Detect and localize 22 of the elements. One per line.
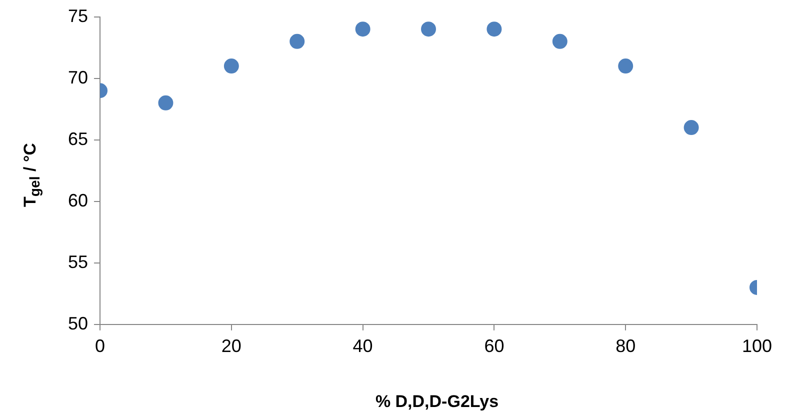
y-tick-label: 50 <box>68 313 88 334</box>
x-tick-label: 40 <box>352 336 373 356</box>
x-tick-label: 100 <box>742 336 772 356</box>
y-tick-label: 60 <box>68 190 88 210</box>
point <box>552 34 568 49</box>
x-tick-label: 80 <box>616 336 636 356</box>
y-tick-label: 55 <box>68 252 88 272</box>
point <box>684 120 699 136</box>
x-tick-label: 20 <box>221 336 242 356</box>
point <box>290 34 305 49</box>
point <box>224 58 239 74</box>
point <box>355 22 370 37</box>
y-tick-label: 65 <box>68 128 88 149</box>
x-axis-title: % D,D,D-G2Lys <box>375 392 499 412</box>
point <box>158 95 174 110</box>
y-tick-label: 70 <box>68 67 88 88</box>
y-tick-label: 75 <box>68 6 88 26</box>
point <box>486 22 502 37</box>
x-tick-label: 60 <box>484 336 504 356</box>
point <box>421 22 436 37</box>
point <box>618 58 634 74</box>
x-tick-label: 0 <box>95 336 106 356</box>
